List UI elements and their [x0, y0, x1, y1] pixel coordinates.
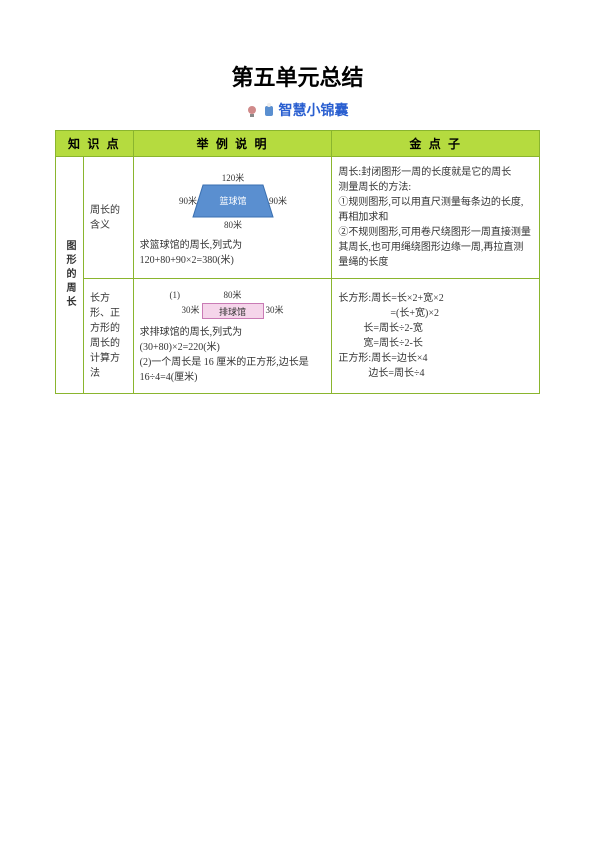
rect-left-dim: 30米: [182, 304, 200, 318]
row1-label: 周长的含义: [84, 157, 134, 279]
subtitle-row: 智慧小锦囊: [55, 100, 540, 120]
row1-golden: 周长:封闭图形一周的长度就是它的周长 测量周长的方法: ①规则图形,可以用直尺测…: [332, 157, 540, 279]
header-example: 举 例 说 明: [133, 131, 332, 157]
header-golden: 金 点 子: [332, 131, 540, 157]
vertical-category: 图形的周长: [56, 157, 84, 394]
row2-label: 长方形、正方形的周长的计算方法: [84, 279, 134, 394]
golden-line: 正方形:周长=边长×4: [338, 351, 533, 366]
row2-formula-desc: 求排球馆的周长,列式为: [140, 325, 326, 340]
row2-formula-square: (2)一个周长是 16 厘米的正方形,边长是 16÷4=4(厘米): [140, 355, 326, 385]
golden-line: 周长:封闭图形一周的长度就是它的周长: [338, 165, 533, 180]
row1-formula-desc: 求篮球馆的周长,列式为: [140, 238, 326, 253]
trap-bottom-dim: 80米: [224, 219, 242, 230]
trap-inside-label: 篮球馆: [219, 195, 246, 206]
golden-line: 长=周长÷2-宽: [338, 321, 533, 336]
row2-example: (1) 80米 30米 排球馆 30米 求排球馆的周长,列式为 (30+80)×…: [133, 279, 332, 394]
rect-top-dim: 80米: [202, 289, 264, 303]
golden-line: 宽=周长÷2-长: [338, 336, 533, 351]
golden-line: =(长+宽)×2: [338, 306, 533, 321]
row2-formula-calc: (30+80)×2=220(米): [140, 340, 326, 355]
table-row: 图形的周长 周长的含义 120米 篮球馆 90米 90米 80米 求篮球馆的周长…: [56, 157, 540, 279]
trapezoid-figure: 120米 篮球馆 90米 90米 80米: [140, 172, 326, 232]
rectangle-figure: (1) 80米 30米 排球馆 30米: [140, 289, 326, 319]
table-row: 长方形、正方形的周长的计算方法 (1) 80米 30米 排球馆 30米 求排球馆…: [56, 279, 540, 394]
golden-line: ①规则图形,可以用直尺测量每条边的长度,再相加求和: [338, 195, 533, 225]
wisdom-icon: [247, 102, 275, 118]
summary-table: 知 识 点 举 例 说 明 金 点 子 图形的周长 周长的含义 120米 篮球馆…: [55, 130, 540, 394]
golden-line: 边长=周长÷4: [338, 366, 533, 381]
ex-prefix: (1): [170, 289, 200, 303]
golden-line: 长方形:周长=长×2+宽×2: [338, 291, 533, 306]
golden-line: ②不规则图形,可用卷尺绕图形一周直接测量其周长,也可用绳绕图形边缘一周,再拉直测…: [338, 225, 533, 270]
rect-inside-label: 排球馆: [202, 303, 264, 319]
page-title: 第五单元总结: [55, 60, 540, 92]
trap-left-dim: 90米: [179, 195, 197, 206]
row1-example: 120米 篮球馆 90米 90米 80米 求篮球馆的周长,列式为 120+80+…: [133, 157, 332, 279]
table-header-row: 知 识 点 举 例 说 明 金 点 子: [56, 131, 540, 157]
trap-right-dim: 90米: [269, 195, 287, 206]
golden-line: 测量周长的方法:: [338, 180, 533, 195]
row2-golden: 长方形:周长=长×2+宽×2 =(长+宽)×2 长=周长÷2-宽 宽=周长÷2-…: [332, 279, 540, 394]
subtitle: 智慧小锦囊: [279, 100, 349, 120]
trap-top-dim: 120米: [221, 172, 244, 183]
rect-right-dim: 30米: [266, 304, 284, 318]
row1-formula-calc: 120+80+90×2=380(米): [140, 253, 326, 268]
header-knowledge: 知 识 点: [56, 131, 134, 157]
